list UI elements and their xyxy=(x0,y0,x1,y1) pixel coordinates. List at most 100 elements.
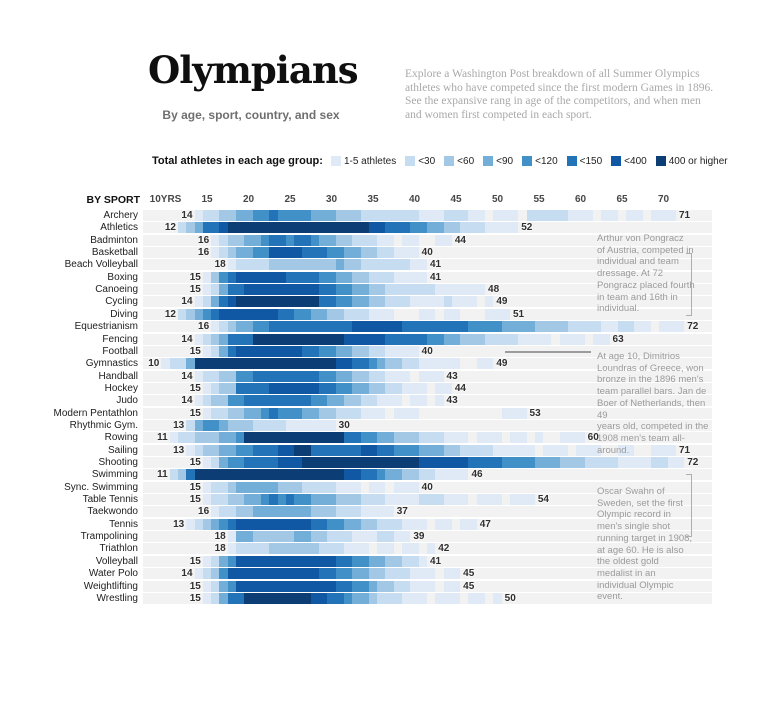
heatmap-cell xyxy=(202,345,212,357)
sport-row-strip[interactable]: 12 51 xyxy=(143,308,712,320)
sport-row-strip[interactable]: 15 44 xyxy=(143,382,712,394)
sport-row-strip[interactable]: 13 47 xyxy=(143,518,712,530)
sport-row: Water Polo 14 45 xyxy=(89,568,712,580)
sport-row-strip[interactable]: 11 60 xyxy=(143,432,712,444)
sport-row: Sailing 13 71 xyxy=(108,444,712,456)
axis-tick-label: 55 xyxy=(533,194,545,205)
sport-label: Rhythmic Gym. xyxy=(69,419,138,431)
sport-row-strip[interactable]: 15 54 xyxy=(143,494,712,506)
sport-row-strip[interactable]: 16 72 xyxy=(143,321,712,333)
sport-row-strip[interactable]: 15 40 xyxy=(143,345,712,357)
sport-row-strip[interactable]: 18 41 xyxy=(143,259,712,271)
sport-row-strip[interactable]: 12 52 xyxy=(143,222,712,234)
heatmap-chart: Archery 14 71 Athletics 12 52 Badminton 16 44 Bas… xyxy=(53,210,712,610)
heatmap-cell xyxy=(385,469,403,481)
heatmap-cell xyxy=(277,308,295,320)
sport-row-strip[interactable]: 15 41 xyxy=(143,271,712,283)
min-age-label: 15 xyxy=(189,457,201,468)
heatmap-cell xyxy=(335,345,353,357)
heatmap-cell xyxy=(186,469,195,481)
sport-row-strip[interactable]: 15 48 xyxy=(143,284,712,296)
sport-row-strip[interactable]: 14 49 xyxy=(143,296,712,308)
heatmap-cell xyxy=(194,296,203,308)
heatmap-cell xyxy=(211,568,220,580)
sport-row-strip[interactable]: 15 50 xyxy=(143,592,712,604)
min-age-label: 11 xyxy=(157,432,168,444)
sport-row-strip[interactable]: 15 53 xyxy=(143,407,712,419)
legend-item: <120 xyxy=(522,156,558,167)
heatmap-cell xyxy=(219,308,278,320)
sport-row-strip[interactable]: 10 49 xyxy=(143,358,712,370)
sport-row: Hockey 15 44 xyxy=(105,382,712,394)
sport-row-strip[interactable]: 13 30 xyxy=(143,419,712,431)
axis-tick-label: 15 xyxy=(201,194,213,205)
heatmap-cell xyxy=(202,284,212,296)
sport-label: Sailing xyxy=(107,444,138,456)
axis-tick-label: 65 xyxy=(616,194,628,205)
sport-row-strip[interactable]: 18 42 xyxy=(143,543,712,555)
heatmap-cell xyxy=(202,296,212,308)
heatmap-cell xyxy=(177,469,187,481)
min-age-label: 14 xyxy=(181,296,193,308)
min-age-label: 18 xyxy=(214,543,226,555)
sport-label: Modern Pentathlon xyxy=(53,407,138,419)
heatmap-cell xyxy=(485,296,494,308)
heatmap-cell xyxy=(393,271,427,283)
sport-row-strip[interactable]: 11 46 xyxy=(143,469,712,481)
heatmap-cell xyxy=(194,210,203,221)
legend-item-label: <400 xyxy=(624,155,647,167)
sport-row-strip[interactable]: 14 43 xyxy=(143,395,712,407)
heatmap-cell xyxy=(219,457,228,468)
heatmap-cell xyxy=(244,592,311,604)
heatmap-cell xyxy=(244,432,344,444)
sport-row-strip[interactable]: 16 37 xyxy=(143,506,712,518)
sport-row-strip[interactable]: 16 40 xyxy=(143,247,712,259)
heatmap-cell xyxy=(219,592,228,604)
sport-label: Archery xyxy=(103,210,138,221)
heatmap-cell xyxy=(493,210,519,221)
sport-row-strip[interactable]: 18 39 xyxy=(143,531,712,543)
max-age-label: 63 xyxy=(612,333,624,345)
heatmap-cell xyxy=(310,395,328,407)
sport-row-strip[interactable]: 14 71 xyxy=(143,210,712,221)
heatmap-cell xyxy=(617,457,652,468)
axis-tick-label: 10YRS xyxy=(149,194,182,205)
sport-label: Sync. Swimming xyxy=(64,481,138,493)
heatmap-cell xyxy=(402,234,419,246)
legend-swatch-icon xyxy=(330,156,341,166)
heatmap-cell xyxy=(385,494,419,506)
sport-row-strip[interactable]: 15 45 xyxy=(143,580,712,592)
heatmap-cell xyxy=(443,568,461,580)
heatmap-cell xyxy=(651,457,668,468)
axis-tick-label: 50 xyxy=(491,194,504,205)
min-age-label: 15 xyxy=(189,592,201,604)
sport-row-strip[interactable]: 14 43 xyxy=(143,370,712,382)
sport-label: Cycling xyxy=(105,296,138,308)
sport-row-strip[interactable]: 16 44 xyxy=(143,234,712,246)
sport-row-strip[interactable]: 14 63 xyxy=(143,333,712,345)
heatmap-cell xyxy=(177,222,187,234)
sport-row-strip[interactable]: 15 41 xyxy=(143,555,712,567)
sport-row: Judo 14 43 xyxy=(116,395,712,407)
max-age-label: 46 xyxy=(471,469,483,481)
heatmap-cell xyxy=(202,457,212,468)
heatmap-cell xyxy=(194,469,344,481)
sport-row-strip[interactable]: 14 45 xyxy=(143,568,712,580)
heatmap-cell xyxy=(161,358,170,370)
heatmap-cell xyxy=(219,321,228,333)
heatmap-cell xyxy=(219,580,228,592)
heatmap-cell xyxy=(410,580,436,592)
heatmap-cell xyxy=(219,370,237,382)
sport-label: Canoeing xyxy=(95,284,138,296)
sport-row-strip[interactable]: 15 40 xyxy=(143,481,712,493)
heatmap-cell xyxy=(252,419,286,431)
sport-row-strip[interactable]: 15 72 xyxy=(143,457,712,468)
heatmap-cell xyxy=(402,555,419,567)
heatmap-cell xyxy=(418,308,436,320)
sport-row-strip[interactable]: 13 71 xyxy=(143,444,712,456)
sport-row: Table Tennis 15 54 xyxy=(83,494,712,506)
heatmap-cell xyxy=(443,333,461,345)
heatmap-cell xyxy=(236,432,245,444)
intro-line: Explore a Washington Post breakdown of a… xyxy=(405,68,700,80)
